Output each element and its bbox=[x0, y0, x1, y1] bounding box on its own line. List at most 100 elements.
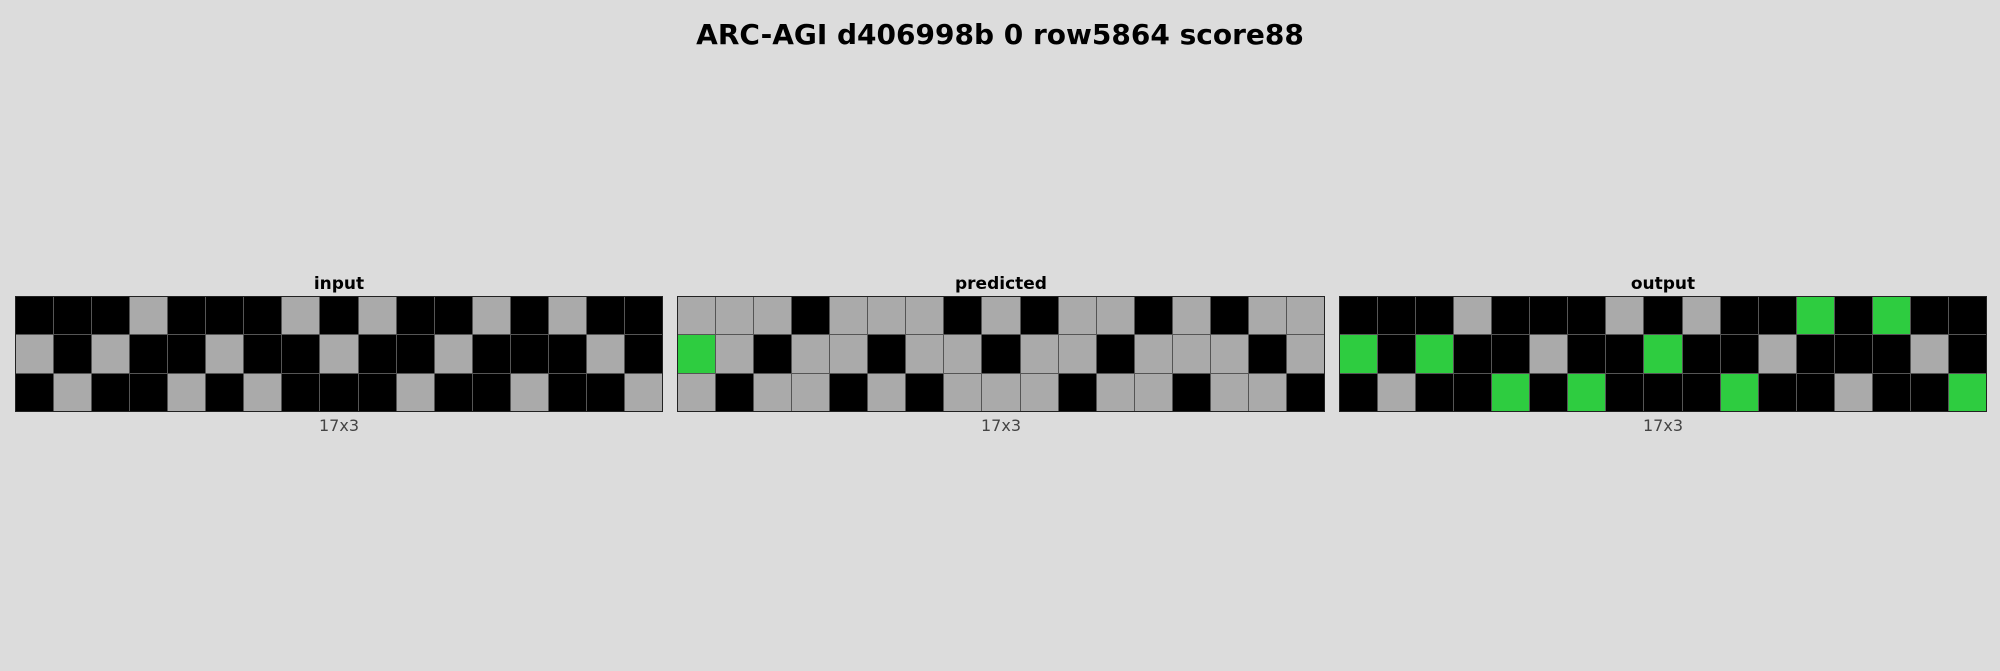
grid-cell bbox=[1492, 297, 1530, 335]
grid-cell bbox=[1096, 373, 1134, 411]
grid-cell bbox=[54, 373, 92, 411]
grid-cell bbox=[92, 373, 130, 411]
grid-cell bbox=[434, 335, 472, 373]
grid-cell bbox=[1020, 297, 1058, 335]
grid-cell bbox=[1530, 297, 1568, 335]
grid-cell bbox=[1872, 335, 1910, 373]
grid-cell bbox=[434, 297, 472, 335]
grid-cell bbox=[1096, 335, 1134, 373]
grid-cell bbox=[320, 335, 358, 373]
output-grid-size: 17x3 bbox=[1642, 416, 1683, 435]
grid-cell bbox=[1720, 373, 1758, 411]
grid-cell bbox=[1530, 335, 1568, 373]
grid-cell bbox=[830, 335, 868, 373]
grid-cell bbox=[168, 335, 206, 373]
grid-cell bbox=[1530, 373, 1568, 411]
grid-cell bbox=[906, 335, 944, 373]
grid-cell bbox=[716, 373, 754, 411]
page-title: ARC-AGI d406998b 0 row5864 score88 bbox=[696, 18, 1304, 51]
grid-cell bbox=[206, 373, 244, 411]
grid-cell bbox=[1248, 373, 1286, 411]
grid-cell bbox=[510, 297, 548, 335]
grid-cell bbox=[16, 335, 54, 373]
grid-cell bbox=[982, 335, 1020, 373]
grid-cell bbox=[1416, 335, 1454, 373]
grid-cell bbox=[1340, 335, 1378, 373]
grid-cell bbox=[92, 297, 130, 335]
grid-cell bbox=[548, 297, 586, 335]
grid-cell bbox=[1758, 373, 1796, 411]
grid-cell bbox=[1378, 297, 1416, 335]
grid-cell bbox=[1454, 297, 1492, 335]
grid-cell bbox=[548, 335, 586, 373]
predicted-panel-title: predicted bbox=[955, 274, 1047, 294]
grid-cell bbox=[206, 335, 244, 373]
grid-cell bbox=[1834, 297, 1872, 335]
grid-cell bbox=[624, 373, 662, 411]
grid-cell bbox=[16, 297, 54, 335]
grid-cell bbox=[510, 335, 548, 373]
grid-cell bbox=[678, 373, 716, 411]
grid-cell bbox=[1058, 373, 1096, 411]
grid-cell bbox=[1172, 335, 1210, 373]
grid-cell bbox=[944, 373, 982, 411]
grid-cell bbox=[1796, 335, 1834, 373]
grid-cell bbox=[624, 335, 662, 373]
grid-cell bbox=[982, 373, 1020, 411]
grid-cell bbox=[1248, 335, 1286, 373]
grid-cell bbox=[510, 373, 548, 411]
grid-cell bbox=[1454, 335, 1492, 373]
grid-cell bbox=[1492, 335, 1530, 373]
grid-cell bbox=[1910, 373, 1948, 411]
grid-cell bbox=[716, 297, 754, 335]
grid-cell bbox=[1096, 297, 1134, 335]
grid-cell bbox=[130, 297, 168, 335]
grid-cell bbox=[358, 297, 396, 335]
grid-cell bbox=[1948, 297, 1986, 335]
grid-cell bbox=[92, 335, 130, 373]
grid-cell bbox=[282, 335, 320, 373]
grid-cell bbox=[1910, 335, 1948, 373]
grid-cell bbox=[586, 297, 624, 335]
grid-cell bbox=[754, 297, 792, 335]
grid-cell bbox=[1286, 373, 1324, 411]
input-panel-title: input bbox=[313, 274, 365, 294]
grid-cell bbox=[472, 373, 510, 411]
grid-cell bbox=[548, 373, 586, 411]
grid-cell bbox=[54, 297, 92, 335]
grid-cell bbox=[982, 297, 1020, 335]
grid-cell bbox=[1796, 297, 1834, 335]
grid-cell bbox=[1568, 373, 1606, 411]
grid-cell bbox=[1248, 297, 1286, 335]
grid-cell bbox=[868, 297, 906, 335]
input-panel: input 17x3 bbox=[15, 272, 663, 435]
grid-cell bbox=[1210, 373, 1248, 411]
grid-cell bbox=[586, 373, 624, 411]
grid-cell bbox=[868, 335, 906, 373]
grid-cell bbox=[906, 373, 944, 411]
grid-cell bbox=[1134, 373, 1172, 411]
grid-cell bbox=[1058, 335, 1096, 373]
grid-cell bbox=[830, 297, 868, 335]
grid-cell bbox=[624, 297, 662, 335]
grid-cell bbox=[1020, 335, 1058, 373]
grid-cell bbox=[586, 335, 624, 373]
grid-cell bbox=[1286, 297, 1324, 335]
grid-cell bbox=[168, 297, 206, 335]
grid-cell bbox=[1606, 297, 1644, 335]
grid-cell bbox=[1416, 297, 1454, 335]
grid-cell bbox=[320, 297, 358, 335]
grid-cell bbox=[206, 297, 244, 335]
grid-cell bbox=[16, 373, 54, 411]
input-grid-size: 17x3 bbox=[318, 416, 359, 435]
grid-cell bbox=[396, 297, 434, 335]
grid-cell bbox=[244, 297, 282, 335]
grid-cell bbox=[1172, 373, 1210, 411]
grid-cell bbox=[754, 373, 792, 411]
grid-cell bbox=[1210, 297, 1248, 335]
grid-cell bbox=[944, 335, 982, 373]
grid-cell bbox=[754, 335, 792, 373]
grid-cell bbox=[1454, 373, 1492, 411]
grid-cell bbox=[1020, 373, 1058, 411]
grid-cell bbox=[1568, 297, 1606, 335]
